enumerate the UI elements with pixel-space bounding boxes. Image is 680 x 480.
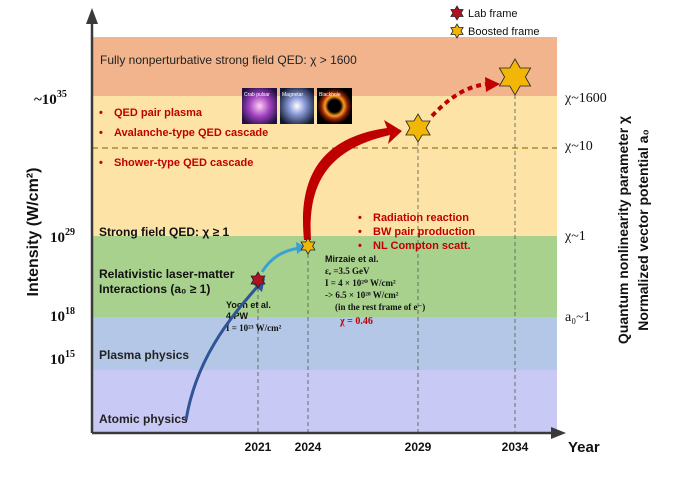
trend-arrow-blue-2 [260, 246, 301, 273]
trend-arrow-blue-1 [184, 285, 260, 421]
thumbnail-blackhole: Blackhole [317, 88, 352, 124]
svg-text:-> 6.5 × 10²⁸ W/cm²: -> 6.5 × 10²⁸ W/cm² [325, 290, 399, 300]
svg-text:BW pair production: BW pair production [373, 226, 475, 238]
legend-boosted-frame-label: Boosted frame [468, 26, 540, 38]
x-ticks: 2021 2024 2029 2034 [245, 440, 529, 454]
annotation-yoon: Yoon et al. 4 PW I = 10²³ W/cm² [226, 300, 282, 333]
data-points [250, 58, 532, 289]
svg-text:•: • [99, 107, 103, 119]
y-tick-right-chi1600: χ~1600 [564, 91, 607, 106]
processes-list: • Radiation reaction • BW pair production … [358, 212, 475, 252]
svg-text:(in the rest frame of e⁻): (in the rest frame of e⁻) [335, 302, 425, 312]
x-tick-2024: 2024 [295, 440, 322, 454]
trend-arrow-blue-2-head [296, 242, 306, 254]
svg-text:•: • [358, 240, 362, 252]
svg-text:1015: 1015 [50, 349, 75, 368]
svg-text:Yoon et al.: Yoon et al. [226, 300, 271, 310]
svg-text:•: • [99, 157, 103, 169]
x-tick-2021: 2021 [245, 440, 272, 454]
svg-text:•: • [358, 226, 362, 238]
svg-text:Avalanche-type QED cascade: Avalanche-type QED cascade [114, 127, 268, 139]
guide-lines [257, 95, 516, 433]
svg-text:χ = 0.46: χ = 0.46 [339, 316, 373, 327]
region-atomic-physics: Atomic physics [99, 412, 188, 426]
svg-text:I = 10²³ W/cm²: I = 10²³ W/cm² [226, 323, 282, 333]
region-relativistic-2: Interactions (a₀ ≥ 1) [99, 282, 210, 296]
svg-text:Radiation reaction: Radiation reaction [373, 212, 469, 224]
band-atomic-physics [92, 370, 557, 433]
region-plasma-physics: Plasma physics [99, 348, 189, 362]
svg-text:•: • [358, 212, 362, 224]
trend-arrow-red-dotted [430, 82, 489, 118]
svg-text:I = 4 × 10²⁰ W/cm²: I = 4 × 10²⁰ W/cm² [325, 278, 396, 288]
legend-boosted-frame-star [450, 23, 464, 39]
band-plasma-physics [92, 317, 557, 370]
region-strong-field-qed: Strong field QED: χ ≥ 1 [99, 225, 229, 239]
legend-lab-frame-star [450, 5, 464, 21]
svg-text:Shower-type QED cascade: Shower-type QED cascade [114, 157, 253, 169]
svg-text:Mirzaie et al.: Mirzaie et al. [325, 254, 379, 264]
svg-text:QED pair plasma: QED pair plasma [114, 107, 203, 119]
data-point-2034 [498, 58, 532, 96]
svg-text:Crab pulsar: Crab pulsar [244, 92, 270, 98]
y-tick-right-chi10: χ~10 [564, 139, 593, 154]
band-relativistic [92, 236, 557, 317]
legend: Lab frame Boosted frame [450, 5, 540, 39]
svg-text:4 PW: 4 PW [226, 311, 249, 321]
y-tick-left-35: ~1035 [34, 89, 67, 108]
data-point-2029 [405, 113, 431, 143]
svg-text:1029: 1029 [50, 227, 75, 246]
svg-text:εₑ =3.5 GeV: εₑ =3.5 GeV [325, 266, 370, 276]
qed-plasma-list: • QED pair plasma • Avalanche-type QED cas… [99, 107, 268, 169]
legend-lab-frame-label: Lab frame [468, 8, 518, 20]
x-tick-2029: 2029 [405, 440, 432, 454]
y-axis-label: Intensity (W/cm²) [25, 168, 42, 297]
y-tick-left-29: 1029 [50, 227, 75, 246]
svg-text:1018: 1018 [50, 306, 75, 325]
right-axis-label-a0: Normalized vector potential a₀ [635, 129, 651, 331]
region-relativistic-1: Relativistic laser-matter [99, 267, 235, 281]
annotation-mirzaie: Mirzaie et al. εₑ =3.5 GeV I = 4 × 10²⁰ … [325, 254, 425, 327]
data-point-2021 [250, 271, 266, 289]
svg-text:•: • [99, 127, 103, 139]
y-tick-left-15: 1015 [50, 349, 75, 368]
y-tick-right-chi1: χ~1 [564, 229, 586, 244]
y-tick-left-18: 1018 [50, 306, 75, 325]
y-tick-right-a0: a₀~1 [565, 310, 591, 325]
data-point-2024 [300, 237, 316, 255]
thumbnail-magnetar: Magnetar [280, 88, 314, 124]
region-fully-nonperturbative: Fully nonperturbative strong field QED: … [100, 53, 357, 67]
x-axis-arrowhead [551, 427, 566, 439]
y-axis-arrowhead [86, 8, 98, 24]
svg-text:NL Compton scatt.: NL Compton scatt. [373, 240, 471, 252]
svg-text:Magnetar: Magnetar [282, 92, 303, 98]
trend-arrow-red-dotted-head [485, 77, 500, 92]
trend-arrow-red [302, 120, 402, 240]
svg-text:~1035: ~1035 [34, 89, 67, 108]
right-axis-label-chi: Quantum nonlinearity parameter χ [615, 116, 631, 344]
svg-text:Blackhole: Blackhole [319, 92, 341, 98]
thumbnail-crab-pulsar: Crab pulsar [242, 88, 277, 124]
x-tick-2034: 2034 [502, 440, 529, 454]
x-axis-label: Year [568, 439, 600, 456]
